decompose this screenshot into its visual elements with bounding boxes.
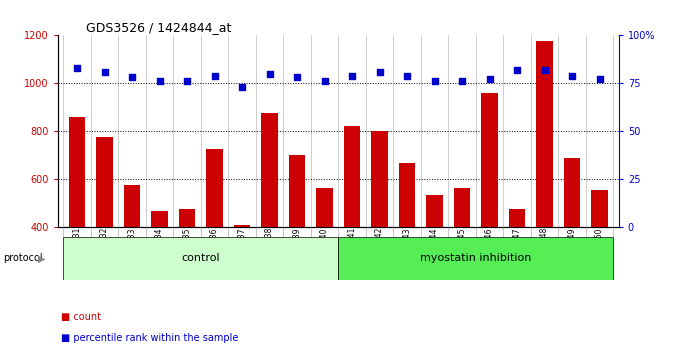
Bar <box>179 209 195 322</box>
Text: ■ count: ■ count <box>61 312 101 322</box>
Bar <box>124 185 140 322</box>
Point <box>402 73 413 78</box>
Text: ▶: ▶ <box>38 253 46 263</box>
Text: GSM344641: GSM344641 <box>347 227 356 274</box>
Bar <box>344 126 360 322</box>
Bar <box>537 41 553 322</box>
Bar <box>152 211 168 322</box>
Point <box>566 73 577 78</box>
Bar <box>564 159 580 322</box>
Bar <box>481 93 498 322</box>
Bar <box>454 188 471 322</box>
Point <box>182 79 192 84</box>
Point <box>374 69 385 75</box>
Point <box>99 69 110 75</box>
Text: control: control <box>182 253 220 263</box>
Text: GSM344642: GSM344642 <box>375 227 384 274</box>
Bar <box>371 131 388 322</box>
Bar <box>316 188 333 322</box>
Text: GSM344644: GSM344644 <box>430 227 439 274</box>
Text: GSM344632: GSM344632 <box>100 227 109 274</box>
Bar <box>289 155 305 322</box>
Bar <box>398 163 415 322</box>
Text: GSM344648: GSM344648 <box>540 227 549 274</box>
Point <box>237 84 248 90</box>
Text: GDS3526 / 1424844_at: GDS3526 / 1424844_at <box>86 21 231 34</box>
Text: GSM344643: GSM344643 <box>403 227 411 274</box>
Point <box>319 79 330 84</box>
Text: GSM344633: GSM344633 <box>128 227 137 274</box>
Bar <box>509 209 526 322</box>
Point <box>429 79 440 84</box>
Text: GSM344634: GSM344634 <box>155 227 164 274</box>
Bar <box>592 189 608 322</box>
Bar <box>206 149 223 322</box>
Point <box>126 75 137 80</box>
Text: GSM344640: GSM344640 <box>320 227 329 274</box>
Bar <box>426 195 443 322</box>
Point <box>71 65 82 71</box>
Text: GSM344639: GSM344639 <box>292 227 301 274</box>
Bar <box>234 225 250 322</box>
Point <box>539 67 550 73</box>
Text: GSM344650: GSM344650 <box>595 227 604 274</box>
Text: GSM344631: GSM344631 <box>73 227 82 274</box>
Point <box>511 67 522 73</box>
Text: GSM344649: GSM344649 <box>568 227 577 274</box>
Text: GSM344647: GSM344647 <box>513 227 522 274</box>
Text: myostatin inhibition: myostatin inhibition <box>420 253 532 263</box>
Point <box>209 73 220 78</box>
Text: GSM344635: GSM344635 <box>182 227 192 274</box>
Bar <box>339 237 613 280</box>
Text: GSM344638: GSM344638 <box>265 227 274 274</box>
Point <box>347 73 358 78</box>
Point <box>594 76 605 82</box>
Text: protocol: protocol <box>3 253 43 263</box>
Text: ■ percentile rank within the sample: ■ percentile rank within the sample <box>61 333 239 343</box>
Bar <box>63 237 339 280</box>
Point <box>292 75 303 80</box>
Text: GSM344646: GSM344646 <box>485 227 494 274</box>
Text: GSM344637: GSM344637 <box>237 227 247 274</box>
Bar <box>97 137 113 322</box>
Bar <box>261 113 278 322</box>
Point <box>484 76 495 82</box>
Bar <box>69 117 85 322</box>
Point <box>264 71 275 76</box>
Text: GSM344645: GSM344645 <box>458 227 466 274</box>
Point <box>154 79 165 84</box>
Point <box>456 79 467 84</box>
Text: GSM344636: GSM344636 <box>210 227 219 274</box>
